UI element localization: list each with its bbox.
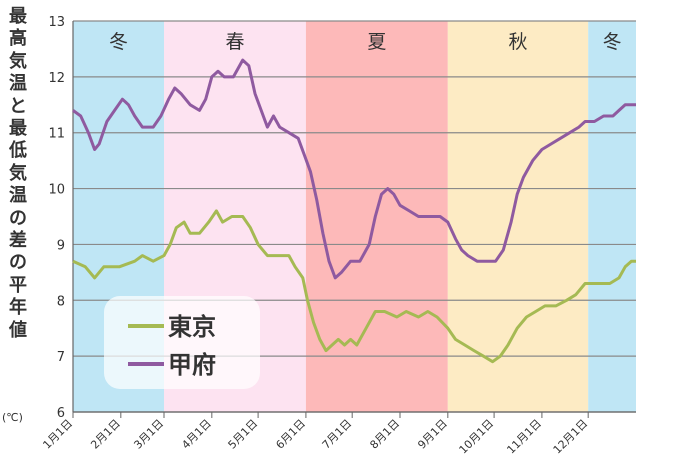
x-tick-label: 2月1日	[88, 417, 123, 452]
x-tick-label: 12月1日	[551, 417, 591, 457]
x-tick-label: 7月1日	[320, 417, 355, 452]
y-tick-label: 6	[57, 406, 65, 421]
season-label: 夏	[367, 31, 386, 53]
y-tick-label: 9	[57, 238, 65, 253]
x-tick-label: 4月1日	[179, 417, 214, 452]
x-tick-label: 11月1日	[504, 417, 544, 457]
season-band	[447, 21, 589, 412]
x-tick-label: 3月1日	[131, 417, 166, 452]
y-tick-label: 12	[48, 71, 65, 86]
y-tick-label: 10	[48, 183, 65, 198]
season-label: 冬	[603, 31, 622, 53]
legend-label: 甲府	[168, 351, 216, 379]
y-axis-label: 最高気温と最低気温の差の平年値	[9, 6, 27, 341]
x-tick-label: 6月1日	[273, 417, 308, 452]
x-tick-label: 8月1日	[367, 417, 402, 452]
x-tick-label: 10月1日	[457, 417, 497, 457]
y-tick-label: 7	[57, 350, 65, 365]
season-band	[588, 21, 636, 412]
y-tick-label: 8	[57, 294, 65, 309]
x-tick-label: 9月1日	[415, 417, 450, 452]
y-axis-unit: (℃)	[2, 411, 23, 424]
x-tick-label: 1月1日	[40, 417, 75, 452]
y-tick-label: 11	[48, 127, 65, 142]
series-line	[72, 209, 636, 364]
season-label: 春	[225, 31, 244, 53]
season-label: 冬	[109, 31, 128, 53]
season-label: 秋	[508, 31, 527, 53]
legend-label: 東京	[168, 313, 216, 341]
y-tick-label: 13	[48, 15, 65, 30]
series-line	[72, 58, 636, 280]
x-tick-label: 5月1日	[226, 417, 261, 452]
